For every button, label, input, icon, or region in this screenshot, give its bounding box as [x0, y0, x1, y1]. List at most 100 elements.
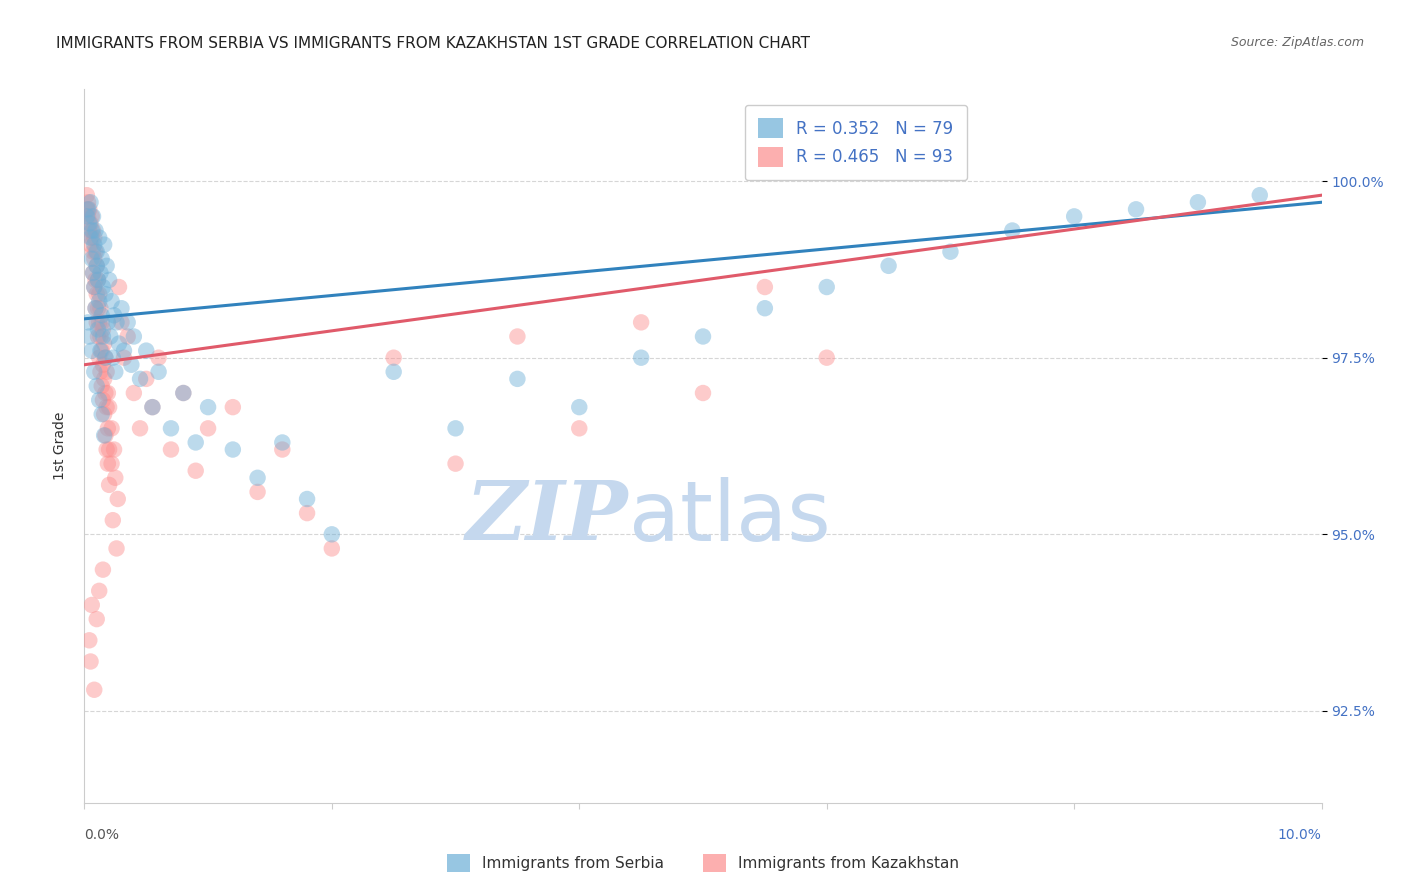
Text: IMMIGRANTS FROM SERBIA VS IMMIGRANTS FROM KAZAKHSTAN 1ST GRADE CORRELATION CHART: IMMIGRANTS FROM SERBIA VS IMMIGRANTS FRO…	[56, 36, 810, 51]
Point	[91, 280, 114, 294]
Point	[80, 598, 103, 612]
Point	[93, 428, 115, 442]
Point	[107, 491, 129, 506]
Point	[89, 266, 111, 280]
Point	[96, 442, 118, 457]
Point	[84, 301, 107, 316]
Point	[91, 322, 114, 336]
Point	[91, 393, 114, 408]
Point	[93, 407, 115, 421]
Point	[84, 223, 107, 237]
Point	[94, 386, 117, 401]
Point	[1187, 195, 1209, 210]
Point	[295, 491, 318, 506]
Point	[77, 210, 100, 224]
Point	[80, 343, 103, 358]
Point	[79, 216, 101, 230]
Point	[83, 280, 105, 294]
Point	[939, 244, 962, 259]
Point	[104, 365, 127, 379]
Point	[79, 633, 101, 648]
Point	[110, 315, 132, 329]
Point	[135, 372, 157, 386]
Point	[79, 655, 101, 669]
Point	[86, 287, 108, 301]
Point	[91, 329, 114, 343]
Point	[90, 308, 112, 322]
Point	[93, 237, 115, 252]
Point	[82, 223, 104, 237]
Point	[148, 365, 170, 379]
Point	[80, 210, 103, 224]
Point	[89, 351, 111, 365]
Point	[90, 379, 112, 393]
Point	[89, 329, 111, 343]
Point	[89, 365, 111, 379]
Point	[90, 343, 112, 358]
Point	[89, 287, 111, 301]
Point	[83, 682, 105, 697]
Point	[89, 294, 111, 309]
Point	[246, 484, 269, 499]
Point	[141, 400, 163, 414]
Point	[197, 421, 219, 435]
Point	[82, 210, 104, 224]
Point	[1063, 210, 1085, 224]
Point	[117, 315, 139, 329]
Point	[84, 301, 107, 316]
Point	[506, 372, 529, 386]
Point	[104, 471, 127, 485]
Point	[82, 244, 104, 259]
Text: 0.0%: 0.0%	[84, 828, 120, 841]
Point	[93, 372, 115, 386]
Point	[86, 612, 108, 626]
Point	[630, 351, 652, 365]
Point	[87, 322, 110, 336]
Point	[87, 301, 110, 316]
Point	[91, 563, 114, 577]
Point	[222, 400, 245, 414]
Point	[82, 266, 104, 280]
Point	[135, 343, 157, 358]
Point	[93, 336, 115, 351]
Point	[172, 386, 194, 401]
Point	[94, 351, 117, 365]
Point	[79, 216, 101, 230]
Text: Source: ZipAtlas.com: Source: ZipAtlas.com	[1230, 36, 1364, 49]
Legend: R = 0.352   N = 79, R = 0.465   N = 93: R = 0.352 N = 79, R = 0.465 N = 93	[745, 104, 967, 180]
Point	[101, 351, 124, 365]
Point	[444, 457, 467, 471]
Point	[122, 386, 145, 401]
Point	[295, 506, 318, 520]
Point	[79, 223, 101, 237]
Point	[160, 442, 183, 457]
Point	[86, 244, 108, 259]
Point	[97, 386, 120, 401]
Point	[222, 442, 245, 457]
Point	[96, 259, 118, 273]
Point	[79, 329, 101, 343]
Point	[83, 365, 105, 379]
Point	[101, 513, 124, 527]
Point	[76, 210, 98, 224]
Point	[120, 358, 142, 372]
Point	[80, 223, 103, 237]
Y-axis label: 1st Grade: 1st Grade	[52, 412, 66, 480]
Point	[77, 202, 100, 217]
Point	[77, 195, 100, 210]
Point	[83, 280, 105, 294]
Point	[86, 379, 108, 393]
Point	[112, 351, 135, 365]
Point	[246, 471, 269, 485]
Point	[89, 315, 111, 329]
Point	[1001, 223, 1024, 237]
Point	[89, 230, 111, 244]
Point	[271, 435, 294, 450]
Point	[105, 541, 128, 556]
Point	[117, 329, 139, 343]
Point	[91, 358, 114, 372]
Legend: Immigrants from Serbia, Immigrants from Kazakhstan: Immigrants from Serbia, Immigrants from …	[440, 846, 966, 880]
Point	[79, 195, 101, 210]
Point	[184, 435, 207, 450]
Point	[506, 329, 529, 343]
